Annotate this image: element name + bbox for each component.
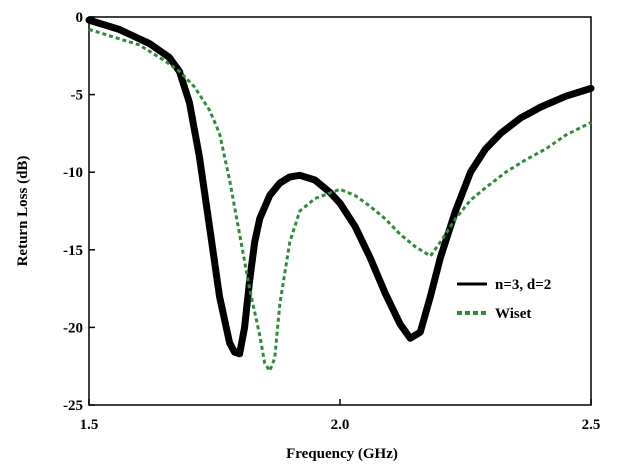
series-line-wiset [88,27,592,373]
x-tick-label: 2.0 [331,417,350,433]
series-layer [85,16,595,373]
series-line-n3-d2 [85,16,595,358]
tick-marks [88,16,592,406]
tick-labels: 1.5 2.0 2.5 0 -5 -10 -15 -20 -25 [63,10,600,433]
x-tick-label: 1.5 [80,417,99,433]
legend: n=3, d=2 Wiset [457,277,551,322]
y-tick-label: -5 [71,88,84,104]
y-tick-label: 0 [76,10,84,26]
legend-label-wiset: Wiset [495,306,531,322]
y-tick-label: -25 [63,398,83,414]
y-axis-title: Return Loss (dB) [15,156,31,267]
plot-frame [88,16,592,406]
x-tick-label: 2.5 [582,417,601,433]
y-tick-label: -10 [63,165,83,181]
legend-label-n3-d2: n=3, d=2 [495,277,551,293]
x-axis-title: Frequency (GHz) [286,446,398,462]
y-tick-label: -15 [63,243,83,259]
y-tick-label: -20 [63,320,83,336]
